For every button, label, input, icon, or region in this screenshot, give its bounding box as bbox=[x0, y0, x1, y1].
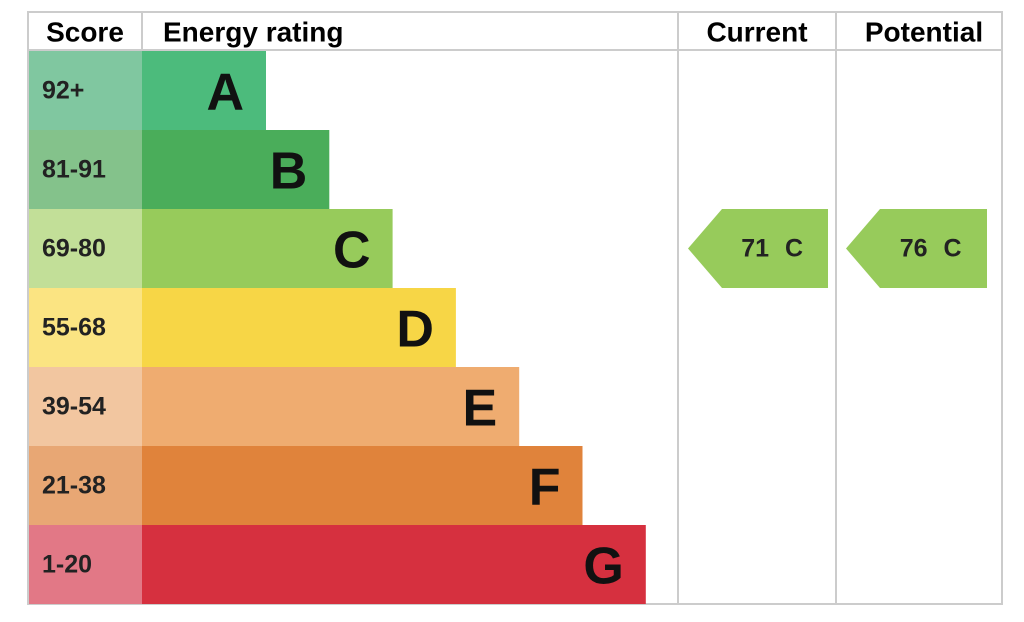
band-letter: F bbox=[529, 459, 561, 517]
score-cell bbox=[29, 367, 142, 446]
header-score: Score bbox=[46, 17, 124, 48]
rating-bar bbox=[142, 446, 583, 525]
rating-bar bbox=[142, 130, 330, 209]
current-value: 71 bbox=[741, 235, 769, 263]
header-rating: Energy rating bbox=[163, 17, 343, 48]
rating-bar bbox=[142, 367, 520, 446]
score-cell bbox=[29, 446, 142, 525]
score-label: 55-68 bbox=[42, 314, 106, 342]
header-potential: Potential bbox=[865, 17, 983, 48]
band-letter: E bbox=[463, 380, 498, 438]
band-letter: C bbox=[333, 222, 371, 280]
band-letter: B bbox=[270, 143, 308, 201]
rating-bar bbox=[142, 51, 266, 130]
band-letter: D bbox=[396, 301, 434, 359]
header-current: Current bbox=[706, 17, 807, 48]
score-cell bbox=[29, 130, 142, 209]
score-label: 69-80 bbox=[42, 235, 106, 263]
band-letter: A bbox=[206, 64, 244, 122]
score-label: 1-20 bbox=[42, 551, 92, 579]
score-cell bbox=[29, 525, 142, 604]
score-label: 81-91 bbox=[42, 156, 106, 184]
rating-bar bbox=[142, 288, 456, 367]
score-cell bbox=[29, 288, 142, 367]
potential-value: 76 bbox=[900, 235, 928, 263]
rating-bar bbox=[142, 525, 646, 604]
score-label: 92+ bbox=[42, 77, 84, 105]
score-cell bbox=[29, 209, 142, 288]
rating-bar bbox=[142, 209, 393, 288]
current-band: C bbox=[785, 235, 803, 263]
potential-band: C bbox=[944, 235, 962, 263]
score-label: 21-38 bbox=[42, 472, 106, 500]
score-label: 39-54 bbox=[42, 393, 106, 421]
band-letter: G bbox=[583, 538, 623, 596]
score-cell bbox=[29, 51, 142, 130]
current-arrow bbox=[688, 209, 828, 288]
potential-arrow bbox=[846, 209, 987, 288]
